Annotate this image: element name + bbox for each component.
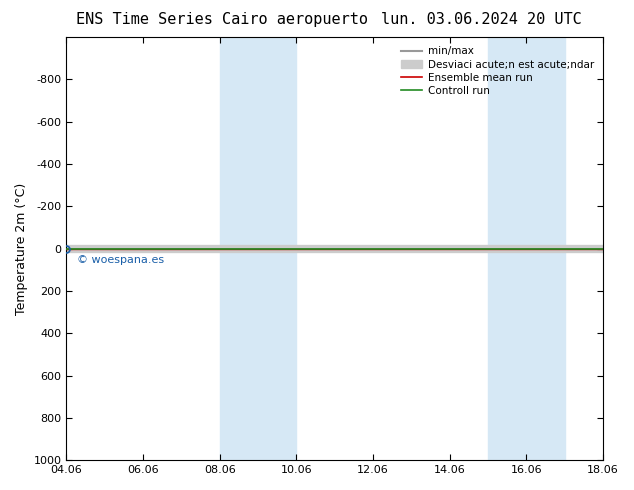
Y-axis label: Temperature 2m (°C): Temperature 2m (°C) bbox=[15, 182, 28, 315]
Bar bbox=[488, 37, 565, 460]
Legend: min/max, Desviaci acute;n est acute;ndar, Ensemble mean run, Controll run: min/max, Desviaci acute;n est acute;ndar… bbox=[398, 42, 598, 100]
Bar bbox=[220, 37, 297, 460]
Text: © woespana.es: © woespana.es bbox=[77, 255, 164, 265]
Text: ENS Time Series Cairo aeropuerto: ENS Time Series Cairo aeropuerto bbox=[76, 12, 368, 27]
Text: lun. 03.06.2024 20 UTC: lun. 03.06.2024 20 UTC bbox=[382, 12, 582, 27]
